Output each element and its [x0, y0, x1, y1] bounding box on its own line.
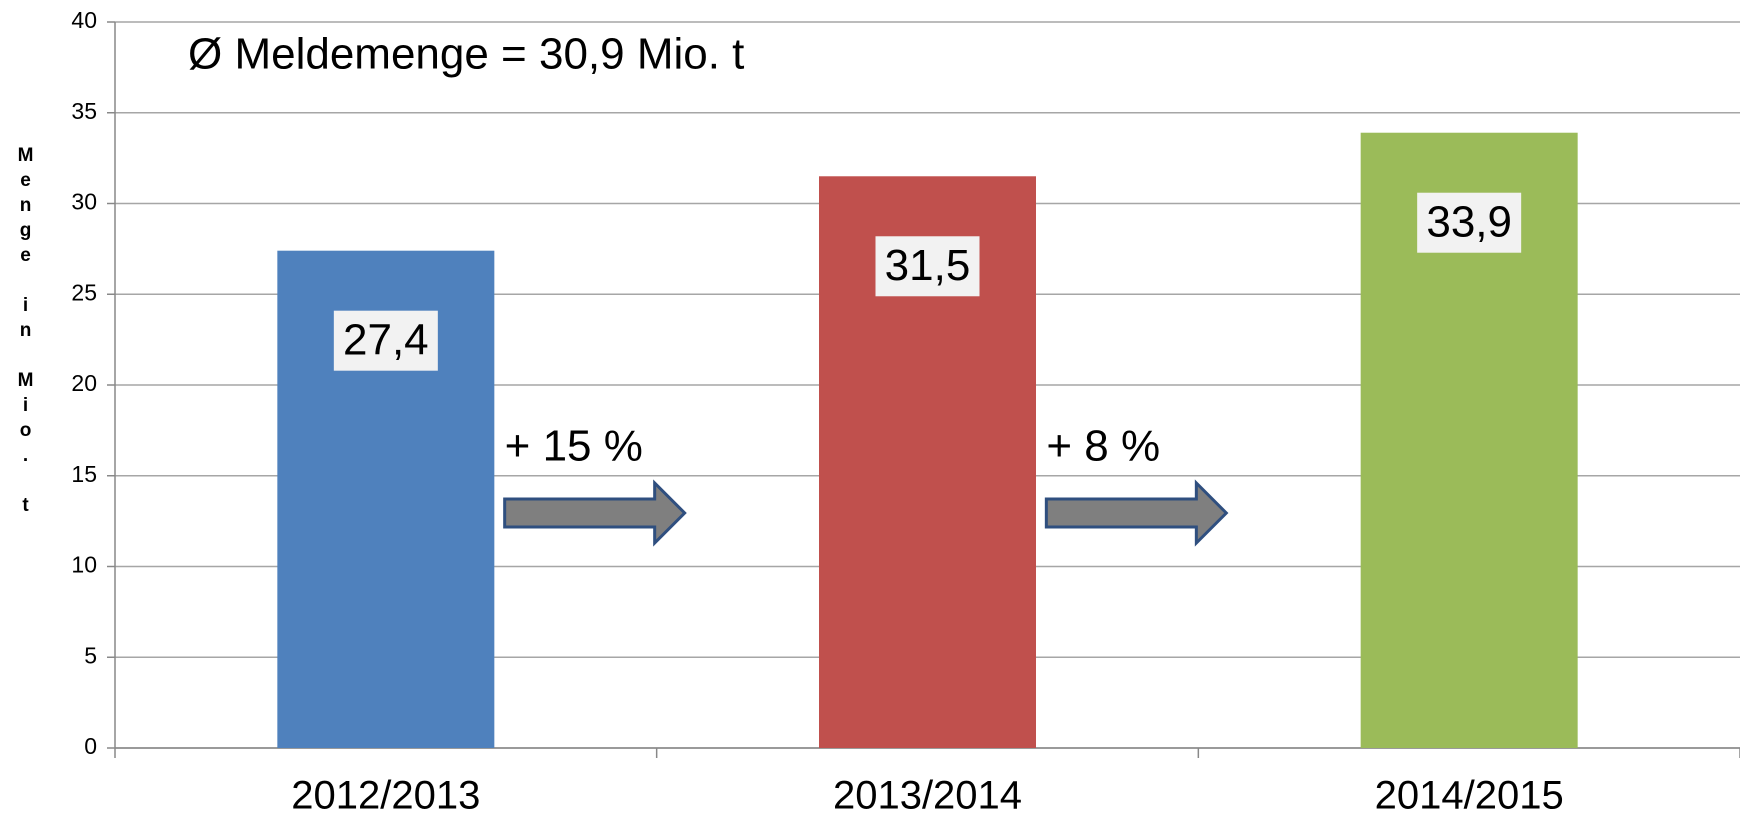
arrow — [1044, 479, 1229, 547]
annotation: + 8 % — [1046, 422, 1160, 471]
x-tick-label: 2012/2013 — [291, 774, 480, 818]
x-tick-label: 2013/2014 — [833, 774, 1022, 818]
arrow — [503, 479, 687, 547]
value-label-box — [333, 310, 438, 371]
value-label: 31,5 — [885, 241, 971, 290]
y-tick-label: 10 — [71, 552, 97, 578]
y-tick-label: 30 — [71, 189, 97, 215]
value-label: 27,4 — [343, 315, 429, 364]
annotation: + 15 % — [505, 422, 643, 471]
note: Ø Meldemenge = 30,9 Mio. t — [188, 30, 744, 79]
y-tick-label: 40 — [71, 7, 97, 33]
value-label: 33,9 — [1426, 197, 1512, 246]
y-tick-label: 20 — [71, 370, 97, 396]
y-axis-label: Menge in Mio. t — [15, 145, 36, 520]
y-tick-label: 25 — [71, 279, 97, 305]
value-label-box — [1417, 192, 1522, 253]
y-tick-label: 5 — [84, 642, 97, 668]
y-tick-label: 0 — [84, 733, 97, 759]
y-tick-label: 35 — [71, 98, 97, 124]
x-tick-label: 2014/2015 — [1375, 774, 1564, 818]
y-tick-label: 15 — [71, 461, 97, 487]
value-label-box — [875, 236, 980, 297]
